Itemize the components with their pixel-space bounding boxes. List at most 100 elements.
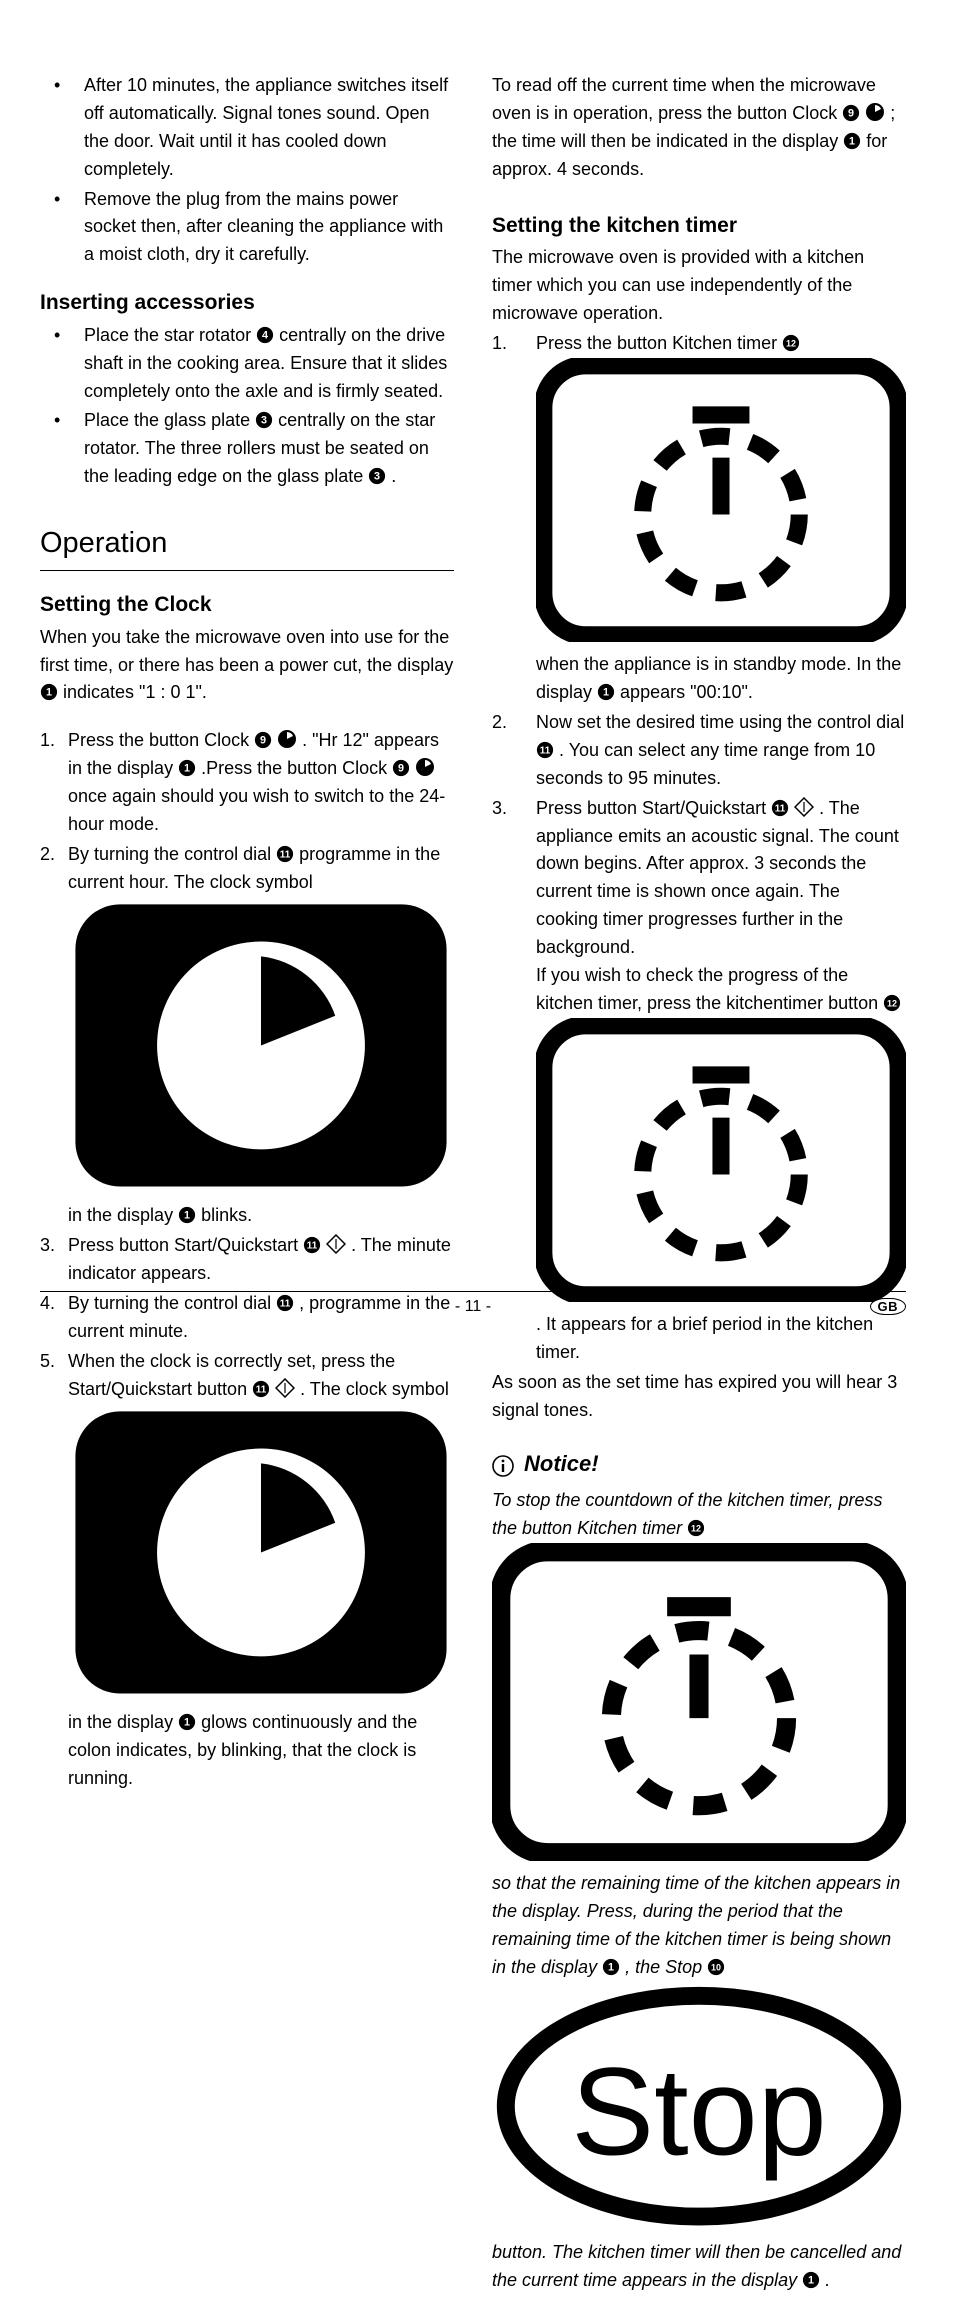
number-3-icon: 3	[368, 466, 386, 484]
text: , the Stop	[625, 1957, 707, 1977]
svg-text:3: 3	[374, 471, 380, 483]
svg-text:11: 11	[775, 803, 786, 814]
text: . The clock symbol	[300, 1379, 449, 1399]
diamond-icon	[326, 1234, 346, 1254]
text: Press the button Clock	[68, 730, 254, 750]
text: once again should you wish to switch to …	[68, 786, 445, 834]
heading-inserting-accessories: Inserting accessories	[40, 287, 454, 320]
svg-text:1: 1	[184, 1717, 190, 1729]
clock-intro-paragraph: When you take the microwave oven into us…	[40, 624, 454, 708]
number-12-icon: 12	[883, 993, 901, 1011]
number-11-icon: 11	[536, 740, 554, 758]
svg-text:4: 4	[262, 329, 268, 341]
clock-steps-list: Press the button Clock 9 . "Hr 12" appea…	[40, 727, 454, 1793]
list-item: When the clock is correctly set, press t…	[40, 1348, 454, 1793]
text: . You can select any time range from 10 …	[536, 740, 875, 788]
svg-text:1: 1	[46, 687, 52, 699]
number-12-icon: 12	[687, 1518, 705, 1536]
svg-text:11: 11	[540, 745, 551, 756]
kitchen-timer-boxed-icon	[492, 1845, 906, 1865]
svg-text:11: 11	[280, 849, 291, 860]
clock-icon	[865, 102, 885, 122]
text: indicates "1 : 0 1".	[63, 682, 207, 702]
read-time-paragraph: To read off the current time when the mi…	[492, 72, 906, 184]
svg-text:1: 1	[184, 1210, 190, 1222]
number-1-icon: 1	[597, 682, 615, 700]
stop-oval-icon: Stop	[492, 2214, 906, 2234]
intro-bullet-list: After 10 minutes, the appliance switches…	[40, 72, 454, 269]
number-3-icon: 3	[255, 410, 273, 428]
notice-paragraph: To stop the countdown of the kitchen tim…	[492, 1487, 906, 2295]
list-item: Press the button Kitchen timer 12 when t…	[492, 330, 906, 707]
svg-text:9: 9	[848, 107, 854, 119]
number-12-icon: 12	[782, 333, 800, 351]
number-9-icon: 9	[254, 730, 272, 748]
text: By turning the control dial	[68, 844, 276, 864]
svg-text:11: 11	[256, 1384, 267, 1395]
number-11-icon: 11	[276, 844, 294, 862]
clock-icon	[415, 757, 435, 777]
heading-operation: Operation	[40, 521, 454, 571]
text: Press the button Kitchen timer	[536, 333, 782, 353]
svg-text:12: 12	[887, 998, 897, 1008]
svg-text:1: 1	[603, 687, 609, 699]
page: After 10 minutes, the appliance switches…	[0, 0, 954, 1355]
text: To read off the current time when the mi…	[492, 75, 876, 123]
svg-text:11: 11	[307, 1241, 318, 1252]
text: When you take the microwave oven into us…	[40, 627, 453, 675]
text: Now set the desired time using the contr…	[536, 712, 904, 732]
two-column-layout: After 10 minutes, the appliance switches…	[40, 72, 906, 2297]
svg-text:10: 10	[711, 1962, 721, 1972]
svg-text:Stop: Stop	[571, 2043, 826, 2181]
svg-text:9: 9	[398, 763, 404, 775]
text: Place the glass plate	[84, 410, 255, 430]
svg-text:1: 1	[608, 1961, 614, 1973]
text: in the display	[68, 1712, 178, 1732]
kitchen-steps-list: Press the button Kitchen timer 12 when t…	[492, 330, 906, 1367]
number-1-icon: 1	[178, 1712, 196, 1730]
kitchen-timer-boxed-icon	[536, 626, 906, 646]
text: appears "00:10".	[620, 682, 753, 702]
number-9-icon: 9	[392, 758, 410, 776]
text: Press button Start/Quickstart	[68, 1235, 303, 1255]
number-1-icon: 1	[178, 758, 196, 776]
info-icon	[492, 1453, 514, 1475]
text: blinks.	[201, 1205, 252, 1225]
number-1-icon: 1	[843, 131, 861, 149]
number-1-icon: 1	[802, 2270, 820, 2288]
number-11-icon: 11	[303, 1235, 321, 1253]
text: button. The kitchen timer will then be c…	[492, 2242, 901, 2290]
text: .Press the button Clock	[201, 758, 392, 778]
text: Place the star rotator	[84, 325, 256, 345]
number-11-icon: 11	[252, 1379, 270, 1397]
number-4-icon: 4	[256, 325, 274, 343]
clock-icon	[277, 729, 297, 749]
list-item: Now set the desired time using the contr…	[492, 709, 906, 793]
number-9-icon: 9	[842, 103, 860, 121]
notice-title: Notice!	[524, 1447, 599, 1481]
region-badge: GB	[870, 1298, 907, 1315]
text: in the display	[68, 1205, 178, 1225]
list-item: Press button Start/Quickstart 11 . The a…	[492, 795, 906, 1367]
number-1-icon: 1	[178, 1205, 196, 1223]
number-1-icon: 1	[602, 1957, 620, 1975]
list-item: Remove the plug from the mains power soc…	[40, 186, 454, 270]
page-number: - 11 -	[455, 1298, 491, 1316]
clock-symbol-boxed-icon	[68, 1685, 454, 1705]
number-11-icon: 11	[771, 798, 789, 816]
text: .	[391, 466, 396, 486]
list-item: Press button Start/Quickstart 11 . The m…	[40, 1232, 454, 1288]
svg-text:1: 1	[849, 135, 855, 147]
right-column: To read off the current time when the mi…	[492, 72, 906, 2297]
list-item: Press the button Clock 9 . "Hr 12" appea…	[40, 727, 454, 839]
diamond-icon	[275, 1378, 295, 1398]
list-item: By turning the control dial 11 programme…	[40, 841, 454, 1230]
clock-symbol-boxed-icon	[68, 1178, 454, 1198]
svg-text:12: 12	[786, 338, 796, 348]
svg-text:1: 1	[808, 2274, 814, 2286]
heading-setting-clock: Setting the Clock	[40, 589, 454, 622]
list-item: Place the glass plate 3 centrally on the…	[40, 407, 454, 491]
heading-kitchen-timer: Setting the kitchen timer	[492, 210, 906, 243]
list-item: Place the star rotator 4 centrally on th…	[40, 322, 454, 406]
left-column: After 10 minutes, the appliance switches…	[40, 72, 454, 2297]
